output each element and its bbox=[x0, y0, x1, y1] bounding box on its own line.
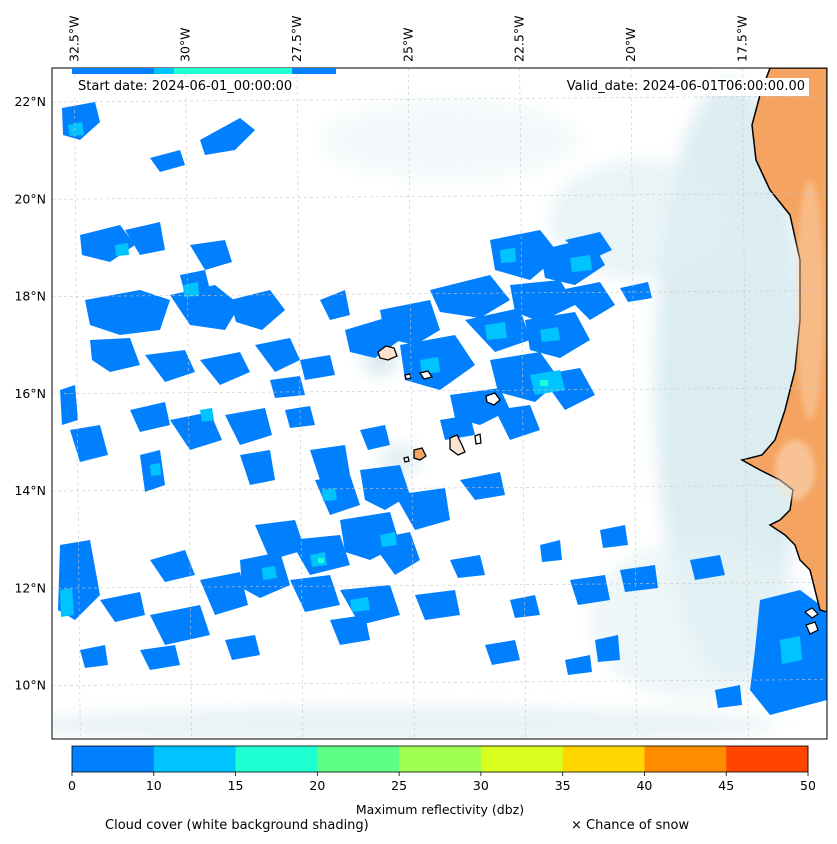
colorbar-tick-label: 15 bbox=[228, 778, 244, 793]
start-date-label: Start date: 2024-06-01_00:00:00 bbox=[74, 78, 297, 96]
colorbar-swatch bbox=[235, 746, 318, 772]
latitude-label: 22°N bbox=[14, 94, 46, 109]
latitude-label: 20°N bbox=[14, 191, 46, 206]
colorbar-swatch bbox=[399, 746, 482, 772]
colorbar-swatch bbox=[480, 746, 564, 772]
longitude-label: 30°W bbox=[178, 27, 193, 62]
colorbar-tick-label: 40 bbox=[636, 778, 652, 793]
reflectivity-colorbar bbox=[71, 745, 809, 773]
latitude-label: 16°N bbox=[14, 386, 46, 401]
meridian-line bbox=[742, 68, 749, 739]
meridian-line bbox=[408, 68, 415, 739]
meridian-line bbox=[519, 68, 526, 739]
cape-verde-islands bbox=[377, 345, 501, 463]
longitude-label: 32.5°W bbox=[66, 16, 81, 62]
latitude-label: 14°N bbox=[14, 483, 46, 498]
colorbar-tick-label: 0 bbox=[68, 778, 76, 793]
latitude-label: 12°N bbox=[14, 580, 46, 595]
map-frame bbox=[51, 67, 828, 740]
coastal-islands bbox=[803, 607, 819, 635]
colorbar-tick-label: 20 bbox=[309, 778, 325, 793]
colorbar-swatch bbox=[726, 746, 809, 772]
colorbar-frame bbox=[71, 745, 809, 773]
colorbar-swatch bbox=[72, 746, 155, 772]
map-gridlines bbox=[52, 68, 827, 739]
colorbar-label: Maximum reflectivity (dbz) bbox=[356, 802, 524, 817]
meridian-line bbox=[185, 68, 192, 739]
colorbar-swatch bbox=[644, 746, 727, 772]
africa-interior-shading bbox=[775, 180, 824, 500]
colorbar-swatch bbox=[562, 746, 645, 772]
colorbar-swatch bbox=[153, 746, 237, 772]
reflectivity-15-20-dbz bbox=[318, 380, 548, 563]
colorbar-tick-label: 10 bbox=[146, 778, 162, 793]
longitude-labels: 32.5°W 30°W 27.5°W 25°W 22.5°W 20°W 17.5°W bbox=[66, 16, 749, 62]
longitude-label: 25°W bbox=[400, 27, 415, 62]
longitude-label: 20°W bbox=[623, 27, 638, 62]
snow-note: × Chance of snow bbox=[571, 818, 690, 833]
colorbar-tick-label: 25 bbox=[391, 778, 407, 793]
cloud-cover-note: Cloud cover (white background shading) bbox=[105, 818, 369, 833]
colorbar-tick-label: 35 bbox=[555, 778, 571, 793]
colorbar-swatch bbox=[317, 746, 400, 772]
latitude-label: 18°N bbox=[14, 289, 46, 304]
latitude-labels: 22°N 20°N 18°N 16°N 14°N 12°N 10°N bbox=[14, 94, 46, 692]
longitude-label: 27.5°W bbox=[289, 16, 304, 62]
colorbar-tick-label: 45 bbox=[718, 778, 734, 793]
longitude-label: 17.5°W bbox=[734, 16, 749, 62]
top-colorbar-stub bbox=[72, 68, 336, 74]
meridian-line bbox=[630, 68, 638, 739]
cloud-cover-shading bbox=[52, 80, 810, 739]
meridian-line bbox=[73, 68, 81, 739]
valid-date-label: Valid_date: 2024-06-01T06:00:00.00 bbox=[562, 78, 809, 96]
colorbar-tick-label: 30 bbox=[473, 778, 489, 793]
colorbar-ticks: 0 10 15 20 25 30 35 40 45 50 bbox=[68, 772, 816, 793]
reflectivity-0-10-dbz bbox=[58, 102, 827, 715]
meridian-line bbox=[296, 68, 304, 739]
longitude-label: 22.5°W bbox=[512, 16, 527, 62]
colorbar-tick-label: 50 bbox=[800, 778, 816, 793]
latitude-label: 10°N bbox=[14, 678, 46, 693]
